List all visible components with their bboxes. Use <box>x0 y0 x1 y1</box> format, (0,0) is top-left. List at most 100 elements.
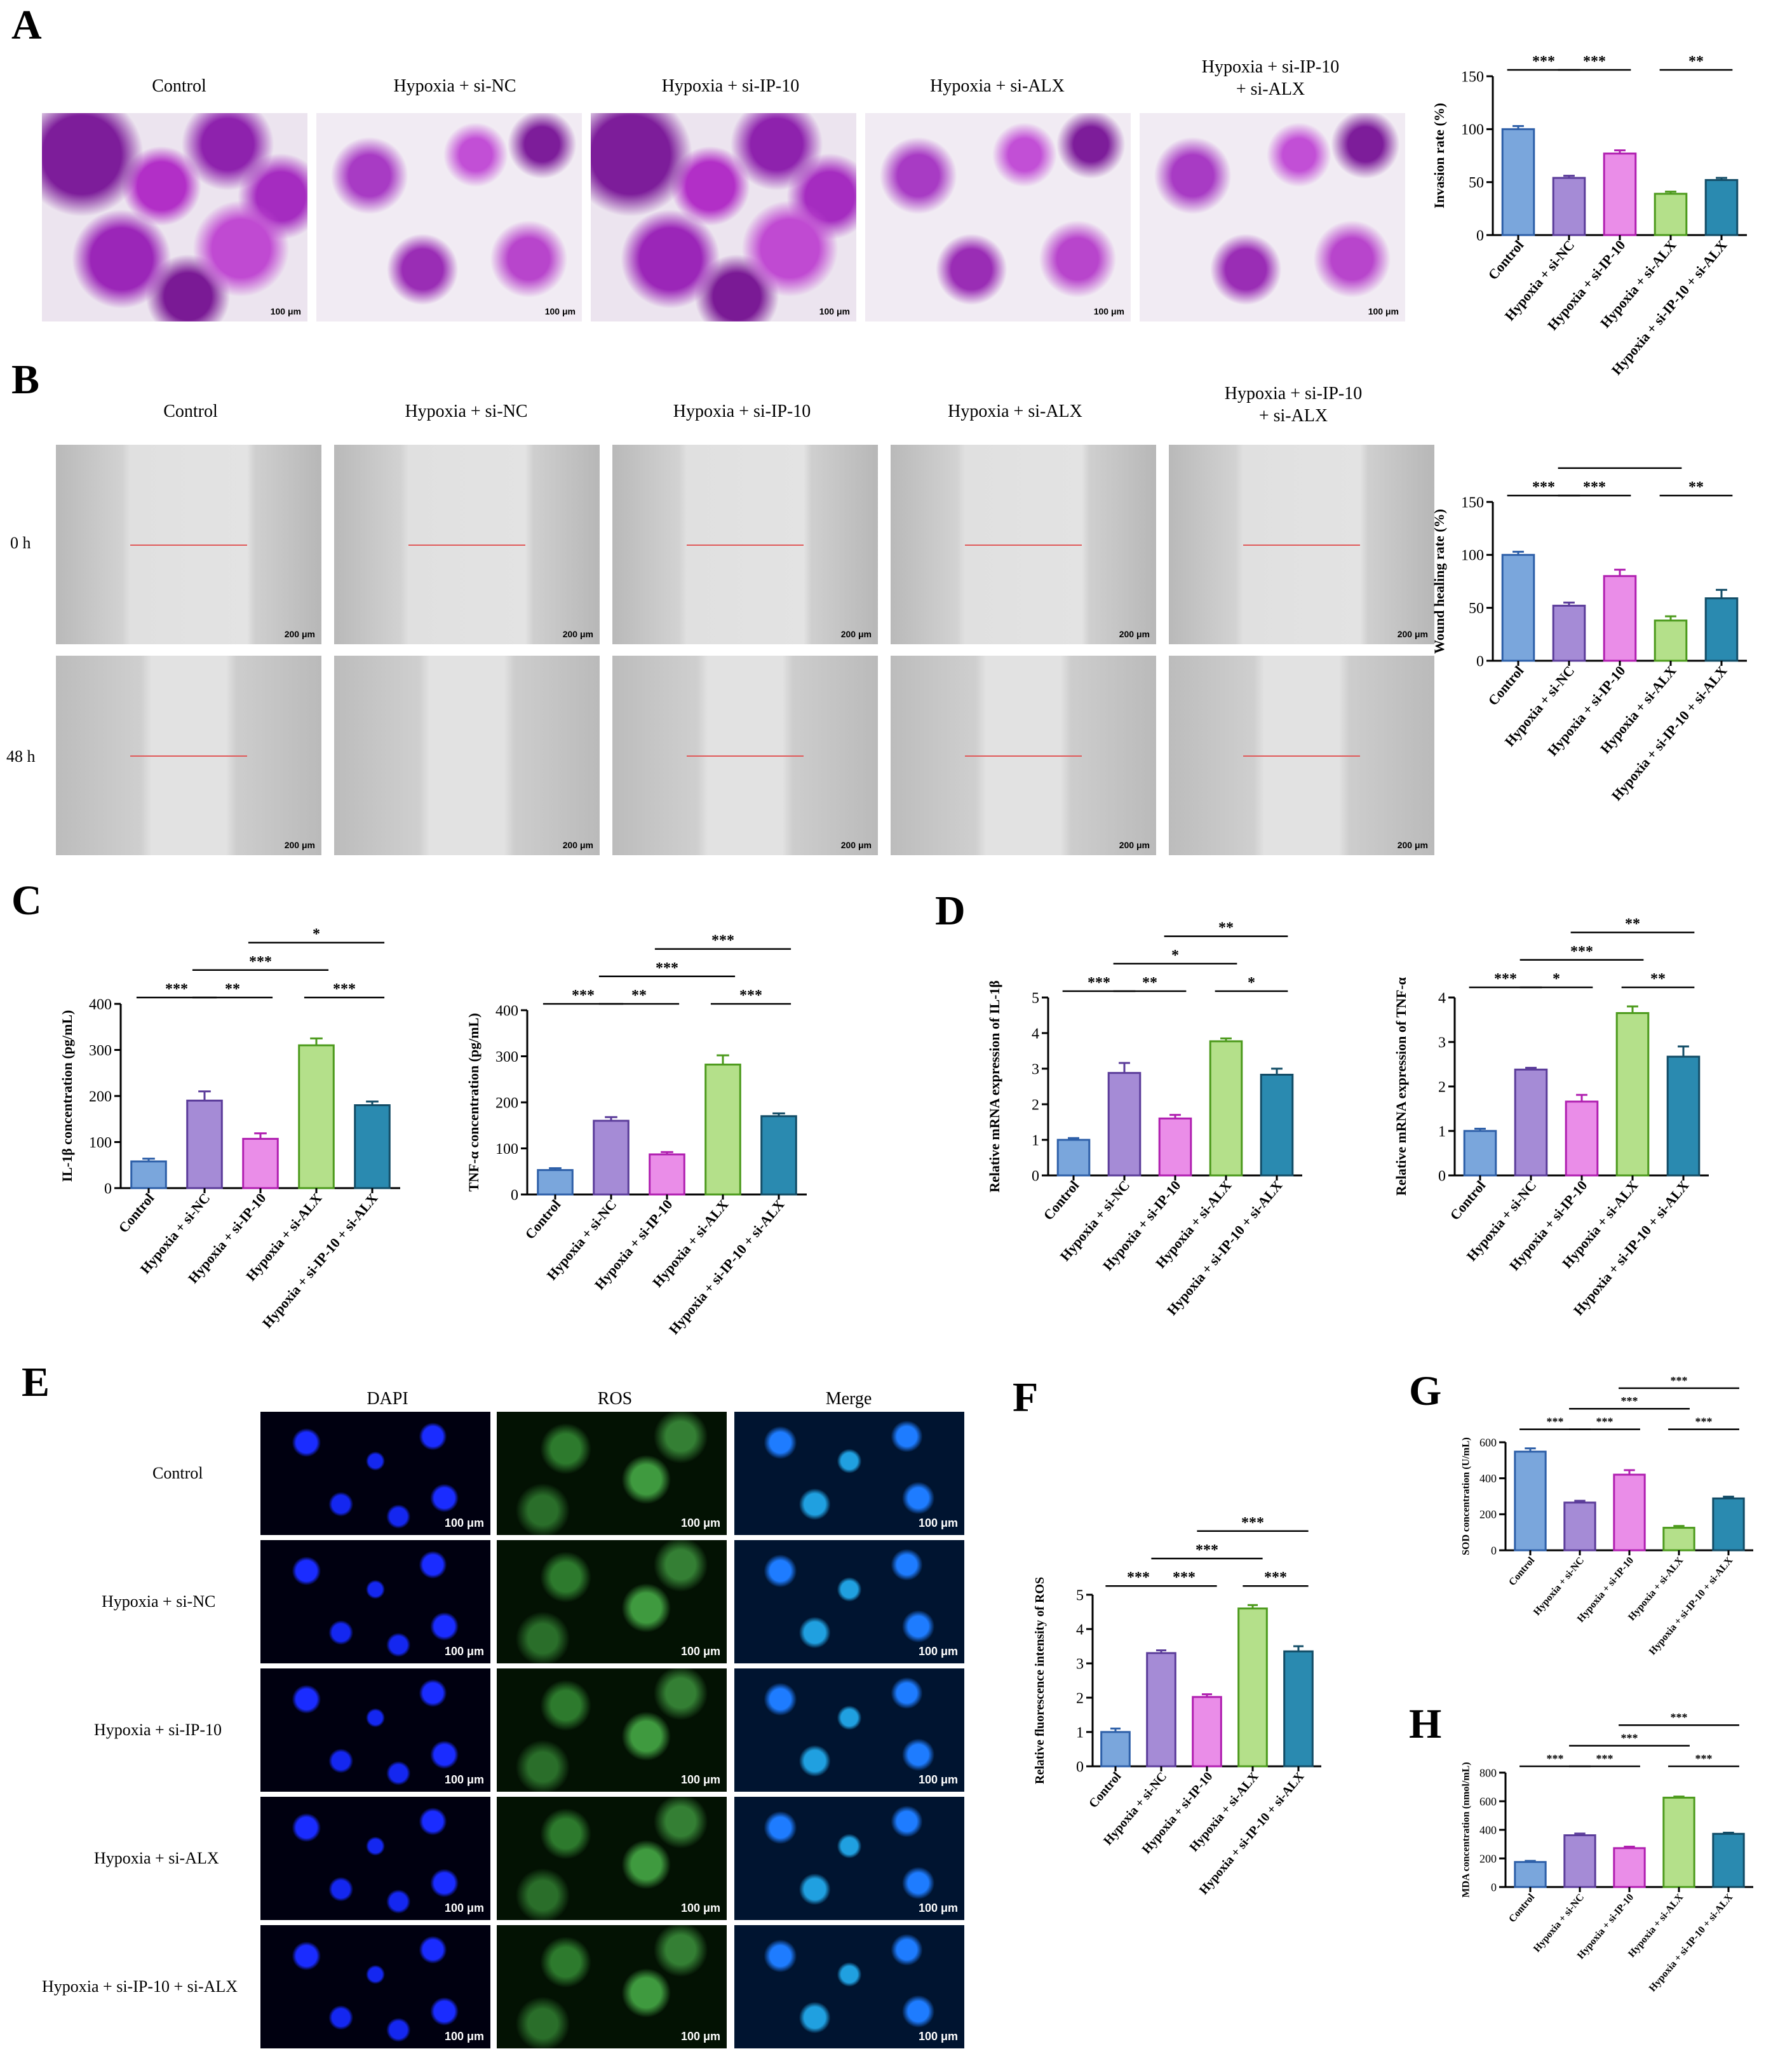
significance-label-2: *** <box>1264 1569 1287 1586</box>
e-image-merge-row-2: 100 μm <box>734 1668 964 1792</box>
e-scale-bar: 100 μm <box>444 1902 484 1914</box>
x-tick-label-1: Hypoxia + si-NC <box>1532 1892 1586 1954</box>
y-axis-label: Wound healing rate (%) <box>1431 509 1447 654</box>
significance-label-2: * <box>1248 975 1255 991</box>
y-tick-label: 5 <box>1076 1587 1084 1604</box>
bar-2 <box>649 1153 685 1196</box>
a-micrograph-si-ip10: 100 μm <box>591 113 856 321</box>
bar-3 <box>704 1064 741 1196</box>
b-scale-bar: 200 μm <box>562 840 593 850</box>
a-micrograph-combo: 100 μm <box>1140 113 1405 321</box>
bar-2 <box>1565 1100 1599 1177</box>
y-tick-label: 300 <box>495 1049 518 1065</box>
b-scale-bar: 200 μm <box>284 629 315 639</box>
e-row-label-3: Hypoxia + si-ALX <box>94 1849 219 1867</box>
significance-label-1: * <box>1553 971 1560 987</box>
y-tick-label: 4 <box>1032 1025 1039 1042</box>
b-scale-bar: 200 μm <box>1119 840 1150 850</box>
b-row-label-0h: 0 h <box>10 534 31 552</box>
significance-label-2: ** <box>1688 53 1704 70</box>
e-image-dapi-row-1: 100 μm <box>260 1540 490 1663</box>
b-group-label-1: Hypoxia + si-NC <box>405 402 528 421</box>
significance-label-0: *** <box>1494 971 1517 987</box>
bar-1 <box>1563 1834 1596 1888</box>
chart-d-tnfa-mrna: 0 1 2 3 4 Relative mRNA expression of TNF-α Co… <box>1393 916 1709 1318</box>
b-micrograph-si-alx-0h: 200 μm <box>891 445 1156 644</box>
significance-label-2: ** <box>1650 971 1666 987</box>
significance-label-0: *** <box>1532 479 1555 496</box>
b-micrograph-control-48h: 200 μm <box>56 656 321 855</box>
e-row-label-1: Hypoxia + si-NC <box>102 1592 216 1611</box>
bar-0 <box>1514 1861 1547 1888</box>
e-row-label-4: Hypoxia + si-IP-10 + si-ALX <box>42 1977 238 1996</box>
b-micrograph-control-0h: 200 μm <box>56 445 321 644</box>
y-tick-label: 2 <box>1438 1079 1446 1095</box>
panel-letter-h: H <box>1409 1701 1442 1747</box>
significance-label-3: *** <box>1621 1395 1638 1407</box>
significance-label-1: *** <box>1596 1752 1613 1765</box>
e-image-ros-row-3: 100 μm <box>497 1797 727 1920</box>
a-group-label-2: Hypoxia + si-IP-10 <box>661 76 800 96</box>
panel-letter-b: B <box>11 356 40 403</box>
y-tick-label: 1 <box>1032 1132 1039 1149</box>
y-tick-label: 300 <box>89 1043 112 1059</box>
e-image-merge-row-0: 100 μm <box>734 1412 964 1535</box>
y-tick-label: 0 <box>511 1187 518 1203</box>
bar-1 <box>1514 1068 1548 1177</box>
significance-label-3: *** <box>249 954 272 970</box>
x-tick-label-0: Control <box>1507 1555 1537 1588</box>
bar-0 <box>130 1160 167 1189</box>
a-scale-bar: 100 μm <box>819 306 850 316</box>
e-scale-bar: 100 μm <box>444 1773 484 1786</box>
x-tick-label-0: Control <box>1507 1891 1537 1925</box>
panel-letter-a: A <box>11 2 42 48</box>
a-scale-bar: 100 μm <box>544 306 576 316</box>
bar-1 <box>1552 177 1586 236</box>
a-group-label-4: Hypoxia + si-IP-10 + si-ALX <box>1201 57 1340 99</box>
e-image-merge-row-3: 100 μm <box>734 1797 964 1920</box>
e-image-ros-row-0: 100 μm <box>497 1412 727 1535</box>
significance-label-4: * <box>313 928 320 943</box>
e-scale-bar: 100 μm <box>918 1645 958 1658</box>
bar-2 <box>1603 575 1637 662</box>
x-tick-label-0: Control <box>1086 1769 1124 1811</box>
a-micrograph-si-alx: 100 μm <box>865 113 1131 321</box>
a-scale-bar: 100 μm <box>1093 306 1124 316</box>
e-image-ros-row-1: 100 μm <box>497 1540 727 1663</box>
y-tick-label: 50 <box>1469 175 1484 191</box>
bar-2 <box>1613 1847 1646 1888</box>
bar-2 <box>1192 1696 1222 1768</box>
significance-label-4: *** <box>711 934 734 949</box>
x-tick-label-0: Control <box>1485 237 1526 283</box>
b-micrograph-si-nc-48h: 200 μm <box>334 656 600 855</box>
significance-label-1: ** <box>1142 975 1157 991</box>
y-tick-label: 3 <box>1438 1034 1446 1051</box>
x-tick-label-0: Control <box>1485 663 1526 708</box>
y-tick-label: 4 <box>1438 990 1446 1006</box>
e-scale-bar: 100 μm <box>918 2030 958 2043</box>
b-scale-bar: 200 μm <box>1397 840 1428 850</box>
bar-1 <box>1552 604 1586 662</box>
significance-label-3: *** <box>656 960 678 977</box>
a-micrograph-si-nc: 100 μm <box>316 113 582 321</box>
b-scale-bar: 200 μm <box>284 840 315 850</box>
e-image-ros-row-4: 100 μm <box>497 1925 727 2048</box>
y-tick-label: 150 <box>1461 69 1484 85</box>
b-scale-bar: 200 μm <box>562 629 593 639</box>
bar-0 <box>537 1169 574 1196</box>
bar-0 <box>1100 1731 1131 1768</box>
significance-label-2: *** <box>333 981 356 998</box>
b-scale-bar: 200 μm <box>1119 629 1150 639</box>
e-image-ros-row-2: 100 μm <box>497 1668 727 1792</box>
y-axis-label: Invasion rate (%) <box>1431 103 1447 208</box>
bar-4 <box>760 1115 797 1196</box>
a-group-label-0: Control <box>152 76 206 96</box>
bar-1 <box>593 1120 630 1196</box>
e-channel-label-merge: Merge <box>825 1389 872 1409</box>
bar-3 <box>1654 193 1688 236</box>
significance-label-0: *** <box>165 981 188 998</box>
bar-3 <box>298 1044 335 1189</box>
y-tick-label: 600 <box>1479 1795 1497 1808</box>
x-tick-label-0: Control <box>522 1196 563 1242</box>
y-tick-label: 600 <box>1479 1436 1497 1449</box>
